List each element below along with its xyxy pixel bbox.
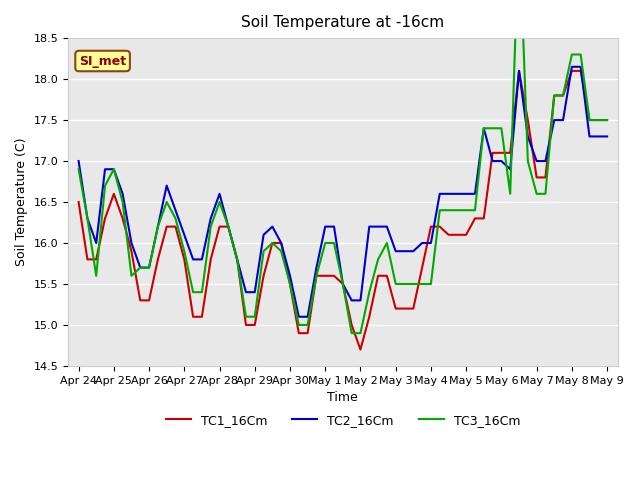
Legend: TC1_16Cm, TC2_16Cm, TC3_16Cm: TC1_16Cm, TC2_16Cm, TC3_16Cm bbox=[161, 409, 525, 432]
Text: SI_met: SI_met bbox=[79, 55, 126, 68]
Y-axis label: Soil Temperature (C): Soil Temperature (C) bbox=[15, 138, 28, 266]
Title: Soil Temperature at -16cm: Soil Temperature at -16cm bbox=[241, 15, 444, 30]
X-axis label: Time: Time bbox=[328, 391, 358, 404]
